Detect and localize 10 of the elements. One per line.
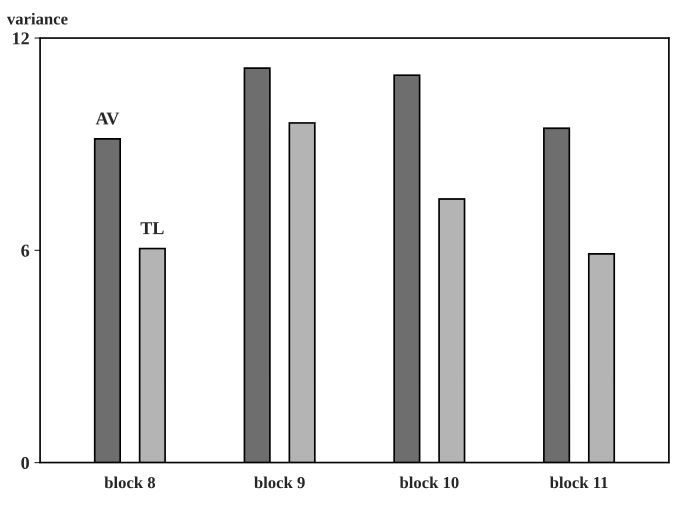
y-axis-title: variance (6, 12, 68, 25)
x-tick-label: block 11 (550, 476, 608, 488)
y-tick-label: 6 (21, 244, 30, 257)
x-tick-label: block 8 (104, 476, 156, 488)
x-tick-label: block 10 (400, 476, 459, 488)
y-tick-label: 0 (21, 456, 29, 470)
series-label: AV (96, 112, 120, 125)
x-tick-label: block 9 (254, 476, 305, 488)
series-label: TL (140, 222, 164, 234)
y-tick-label: 12 (13, 32, 29, 44)
